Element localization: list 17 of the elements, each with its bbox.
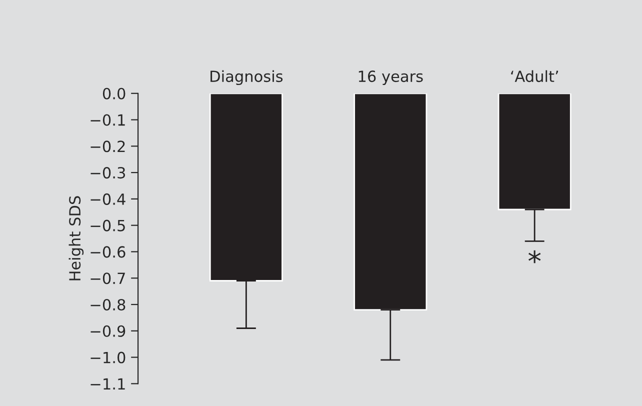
y-tick-label: −0.6: [90, 246, 126, 258]
x-tick-label: ‘Adult’: [511, 70, 558, 82]
y-tick-label: −0.2: [90, 140, 125, 152]
y-tick-label: −0.4: [90, 193, 126, 205]
y-tick-label: −0.5: [90, 220, 125, 232]
y-tick-label: 0.0: [102, 88, 126, 100]
y-tick-label: −1.1: [90, 378, 125, 390]
y-tick-label: −0.3: [90, 167, 125, 179]
x-tick-label: 16 years: [358, 70, 423, 86]
y-tick-label: −0.7: [90, 272, 125, 284]
y-tick-label: −1.0: [90, 352, 126, 364]
annotation: *: [528, 250, 541, 264]
x-tick-label: Diagnosis: [210, 70, 283, 86]
y-tick-label: −0.8: [90, 298, 126, 311]
y-tick-label: −0.1: [90, 114, 125, 126]
y-axis-title: Height SDS: [68, 196, 84, 280]
y-tick-label: −0.9: [90, 325, 126, 337]
